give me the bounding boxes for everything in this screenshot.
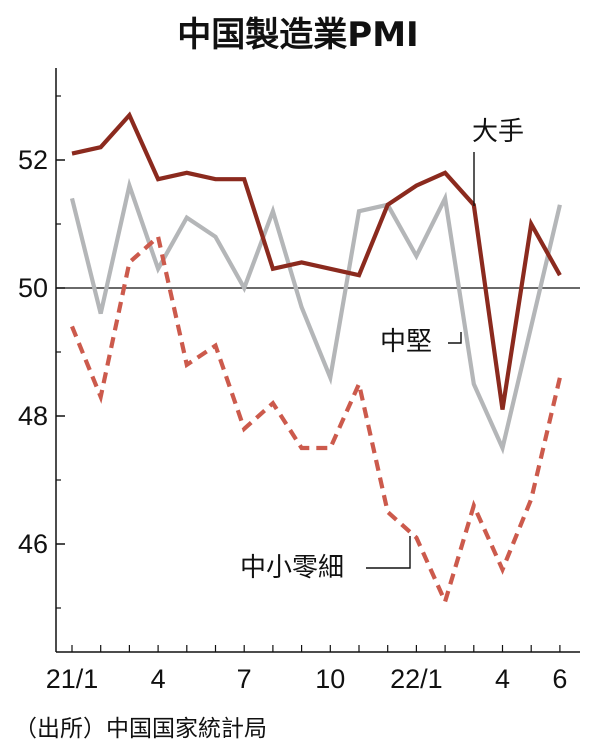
series-label-large: 大手 xyxy=(472,117,524,147)
series-label-mid: 中堅 xyxy=(380,327,432,357)
series-group xyxy=(69,111,562,608)
y-tick-label-50: 50 xyxy=(18,273,48,303)
x-tick-label-6: 6 xyxy=(552,664,567,694)
series-line-1 xyxy=(69,177,562,455)
y-tick-label-48: 48 xyxy=(18,401,48,431)
series-line-2 xyxy=(70,232,562,608)
x-tick-label-7: 7 xyxy=(237,664,252,694)
x-tick-label-4: 4 xyxy=(151,664,166,694)
leader-mid xyxy=(448,332,462,344)
series-line-0 xyxy=(71,111,562,410)
y-tick-label-46: 46 xyxy=(18,529,48,559)
leader-small xyxy=(366,536,411,569)
chart-title: 中国製造業PMI xyxy=(177,15,418,55)
source-note: （出所）中国国家統計局 xyxy=(14,716,267,742)
series-label-small: 中小零細 xyxy=(240,553,344,583)
x-tick-label-10: 10 xyxy=(315,664,345,694)
x-tick-label-22-1: 22/1 xyxy=(390,664,443,694)
x-tick-label-4: 4 xyxy=(495,664,510,694)
x-tick-label-21-1: 21/1 xyxy=(46,664,99,694)
y-tick-label-52: 52 xyxy=(18,145,48,175)
